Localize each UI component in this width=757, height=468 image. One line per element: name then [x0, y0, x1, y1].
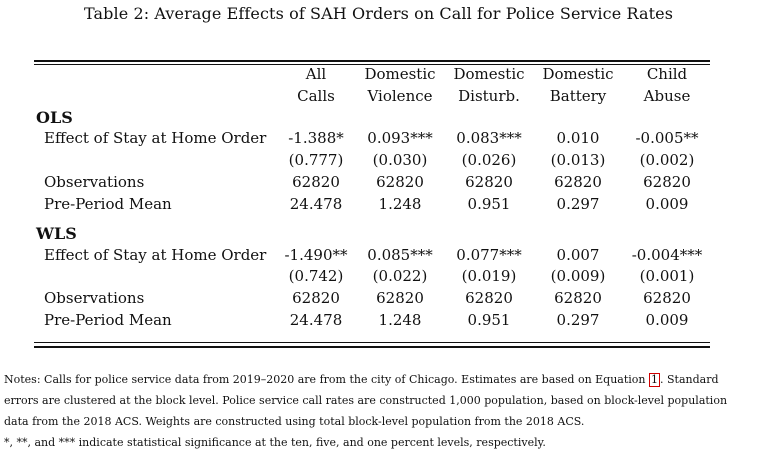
table-cell: 0.007 — [556, 246, 600, 264]
table-cell: 24.478 — [289, 311, 343, 329]
column-header-line2: Battery — [549, 87, 607, 105]
table-cell: 24.478 — [289, 195, 343, 213]
table-cell: 0.083*** — [456, 129, 522, 147]
notes-line: data from the 2018 ACS. Weights are cons… — [4, 415, 585, 428]
table-cell: (0.742) — [288, 267, 344, 285]
bottom-rule — [34, 346, 710, 348]
table-cell: 0.077*** — [456, 246, 522, 264]
notes-text: Notes: Calls for police service data fro… — [4, 373, 650, 386]
table-cell: (0.026) — [461, 151, 517, 169]
top-rule — [34, 60, 710, 62]
table-cell: 62820 — [376, 289, 424, 307]
table-cell: (0.030) — [372, 151, 428, 169]
table-cell: 0.093*** — [367, 129, 433, 147]
column-header-line1: Domestic — [453, 65, 525, 83]
table-cell: 1.248 — [378, 195, 422, 213]
table-cell: (0.009) — [550, 267, 606, 285]
column-header-line1: All — [305, 65, 327, 83]
row-label: Observations — [44, 173, 145, 191]
notes-line: errors are clustered at the block level.… — [4, 394, 728, 407]
bottom-rule-inner — [34, 342, 710, 343]
table-cell: (0.777) — [288, 151, 344, 169]
table-cell: 62820 — [376, 173, 424, 191]
table-cell: 0.085*** — [367, 246, 433, 264]
table-cell: 62820 — [554, 173, 602, 191]
column-header-line2: Disturb. — [458, 87, 520, 105]
column-header-line2: Violence — [367, 87, 433, 105]
table-cell: 62820 — [554, 289, 602, 307]
table-cell: (0.001) — [639, 267, 695, 285]
table-cell: 0.297 — [556, 311, 600, 329]
row-label: Effect of Stay at Home Order — [44, 246, 267, 264]
table-cell: 62820 — [643, 289, 691, 307]
row-label: Pre-Period Mean — [44, 195, 172, 213]
table-cell: 62820 — [643, 173, 691, 191]
table-cell: 62820 — [292, 173, 340, 191]
column-header-line1: Domestic — [542, 65, 614, 83]
table-cell: (0.002) — [639, 151, 695, 169]
table-cell: 0.297 — [556, 195, 600, 213]
table-cell: 0.010 — [556, 129, 600, 147]
table-cell: -0.005** — [635, 129, 699, 147]
top-rule-inner — [34, 64, 710, 65]
table-cell: (0.022) — [372, 267, 428, 285]
table-cell: 0.009 — [645, 195, 689, 213]
table-cell: -1.490** — [284, 246, 348, 264]
table-cell: 62820 — [465, 289, 513, 307]
column-header-line1: Domestic — [364, 65, 436, 83]
table-cell: 0.009 — [645, 311, 689, 329]
row-label: Pre-Period Mean — [44, 311, 172, 329]
table-cell: (0.019) — [461, 267, 517, 285]
row-label: Effect of Stay at Home Order — [44, 129, 267, 147]
table-cell: 1.248 — [378, 311, 422, 329]
equation-reference-link[interactable]: 1 — [649, 373, 661, 387]
column-header-line2: Calls — [297, 87, 335, 105]
table-caption: Table 2: Average Effects of SAH Orders o… — [83, 4, 674, 23]
column-header-line1: Child — [646, 65, 688, 83]
column-header-line2: Abuse — [643, 87, 691, 105]
table-cell: -0.004*** — [631, 246, 703, 264]
section-title-ols: OLS — [36, 108, 73, 127]
table-notes: Notes: Calls for police service data fro… — [4, 369, 752, 453]
notes-line: *, **, and *** indicate statistical sign… — [4, 436, 546, 449]
section-title-wls: WLS — [36, 224, 77, 243]
notes-line: Notes: Calls for police service data fro… — [4, 369, 752, 390]
table-cell: 0.951 — [467, 311, 511, 329]
table-cell: 62820 — [292, 289, 340, 307]
notes-text: . Standard — [660, 373, 719, 386]
table-cell: -1.388* — [288, 129, 344, 147]
row-label: Observations — [44, 289, 145, 307]
table-cell: (0.013) — [550, 151, 606, 169]
table-cell: 62820 — [465, 173, 513, 191]
table-cell: 0.951 — [467, 195, 511, 213]
